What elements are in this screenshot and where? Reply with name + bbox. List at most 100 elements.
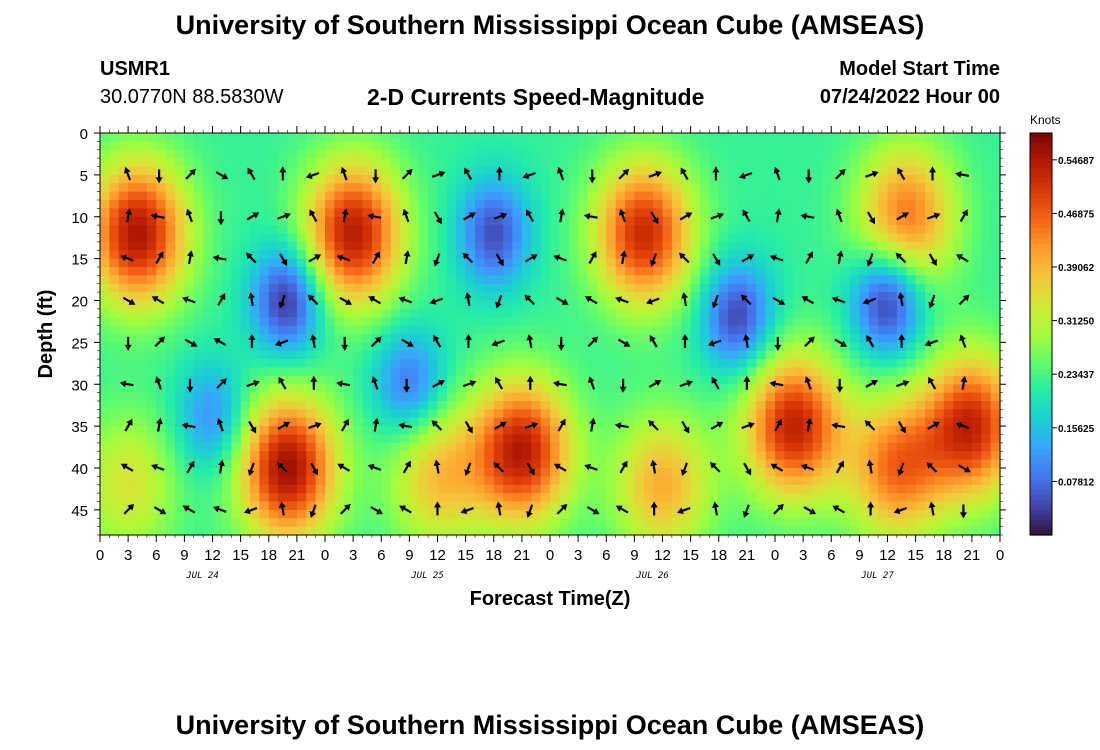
heatmap-cell — [296, 468, 307, 477]
heatmap-cell — [559, 451, 570, 461]
heatmap-cell — [240, 401, 251, 410]
heatmap-cell — [812, 292, 823, 302]
heatmap-cell — [700, 442, 710, 452]
heatmap-cell — [971, 149, 982, 159]
heatmap-cell — [203, 493, 214, 503]
heatmap-cell — [165, 409, 176, 419]
heatmap-cell — [934, 518, 945, 528]
heatmap-cell — [250, 191, 260, 201]
heatmap-cell — [184, 325, 195, 335]
heatmap-cell — [700, 434, 710, 444]
heatmap-cell — [643, 509, 654, 519]
heatmap-cell — [981, 350, 992, 360]
heatmap-cell — [784, 258, 795, 268]
heatmap-cell — [568, 501, 579, 511]
heatmap-cell — [746, 141, 757, 151]
heatmap-cell — [718, 141, 729, 151]
current-arrow-head — [683, 426, 690, 434]
heatmap-cell — [671, 149, 682, 159]
heatmap-cell — [193, 367, 204, 377]
heatmap-cell — [746, 342, 757, 352]
heatmap-cell — [559, 526, 570, 536]
heatmap-cell — [803, 359, 814, 369]
heatmap-cell — [925, 350, 935, 360]
heatmap-cell — [709, 216, 720, 226]
heatmap-cell — [746, 434, 757, 444]
heatmap-cell — [512, 468, 523, 477]
heatmap-cell — [118, 401, 129, 410]
heatmap-cell — [775, 392, 785, 402]
heatmap-cell — [550, 325, 560, 335]
heatmap-cell — [615, 166, 626, 176]
heatmap-cell — [475, 392, 485, 402]
heatmap-cell — [362, 208, 373, 218]
heatmap-cell — [812, 442, 823, 452]
heatmap-cell — [175, 384, 185, 394]
heatmap-cell — [353, 191, 364, 201]
heatmap-cell — [231, 174, 242, 184]
heatmap-cell — [746, 158, 757, 168]
heatmap-cell — [878, 149, 889, 159]
heatmap-cell — [896, 392, 907, 402]
heatmap-cell — [137, 141, 148, 151]
heatmap-cell — [765, 183, 776, 193]
heatmap-cell — [193, 216, 204, 226]
heatmap-cell — [578, 183, 589, 193]
heatmap-cell — [250, 275, 260, 285]
heatmap-cell — [418, 308, 429, 318]
heatmap-cell — [840, 158, 851, 168]
heatmap-cell — [475, 208, 485, 218]
heatmap-cell — [878, 501, 889, 511]
heatmap-cell — [643, 174, 654, 184]
heatmap-cell — [343, 208, 354, 218]
heatmap-cell — [775, 216, 785, 226]
heatmap-cell — [803, 317, 814, 327]
heatmap-cell — [775, 484, 785, 494]
heatmap-cell — [690, 375, 701, 385]
heatmap-cell — [596, 283, 607, 293]
heatmap-cell — [400, 325, 410, 335]
heatmap-cell — [137, 283, 148, 293]
heatmap-cell — [709, 292, 720, 302]
heatmap-cell — [681, 258, 692, 268]
heatmap-cell — [615, 426, 626, 436]
heatmap-cell — [503, 451, 514, 461]
heatmap-cell — [709, 225, 720, 235]
heatmap-cell — [540, 426, 551, 436]
heatmap-cell — [100, 350, 110, 360]
heatmap-cell — [371, 509, 382, 519]
heatmap-cell — [718, 509, 729, 519]
heatmap-cell — [231, 308, 242, 318]
heatmap-cell — [409, 426, 420, 436]
heatmap-cell — [671, 442, 682, 452]
heatmap-cell — [259, 493, 270, 503]
heatmap-cell — [953, 484, 964, 494]
heatmap-cell — [840, 216, 851, 226]
heatmap-cell — [746, 292, 757, 302]
heatmap-cell — [540, 300, 551, 310]
heatmap-cell — [559, 241, 570, 251]
heatmap-cell — [690, 258, 701, 268]
heatmap-cell — [475, 133, 485, 142]
heatmap-cell — [925, 141, 935, 151]
heatmap-cell — [193, 317, 204, 327]
heatmap-cell — [990, 317, 1001, 327]
heatmap-cell — [484, 283, 495, 293]
heatmap-cell — [765, 174, 776, 184]
heatmap-cell — [334, 191, 345, 201]
heatmap-cell — [381, 392, 392, 402]
heatmap-cell — [250, 493, 260, 503]
heatmap-cell — [212, 409, 223, 419]
heatmap-cell — [250, 409, 260, 419]
heatmap-cell — [990, 183, 1001, 193]
heatmap-cell — [456, 149, 467, 159]
heatmap-cell — [278, 451, 289, 461]
heatmap-cell — [418, 258, 429, 268]
heatmap-cell — [700, 158, 710, 168]
heatmap-cell — [765, 509, 776, 519]
heatmap-cell — [953, 317, 964, 327]
heatmap-cell — [315, 501, 326, 511]
heatmap-cell — [193, 493, 204, 503]
heatmap-cell — [896, 158, 907, 168]
heatmap-cell — [700, 384, 710, 394]
